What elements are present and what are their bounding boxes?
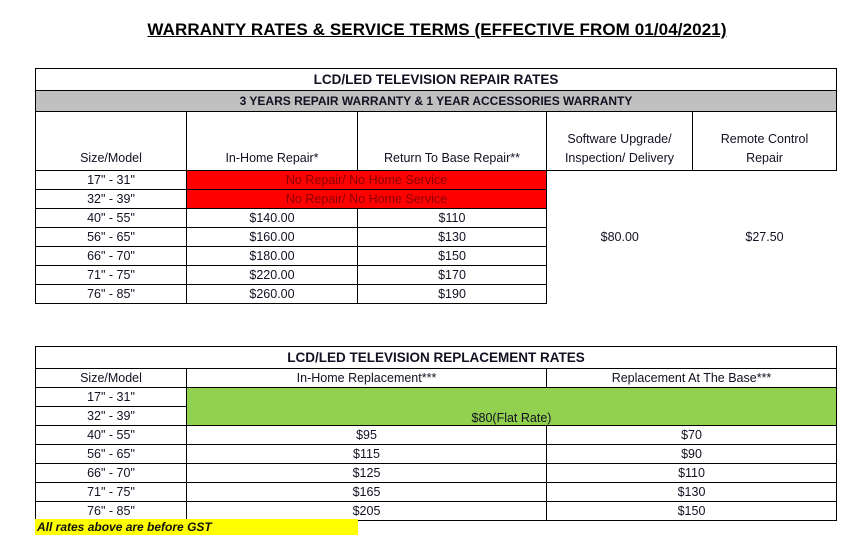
flat-rate-cell: $80(Flat Rate) <box>185 387 838 426</box>
table-row: 71" - 75" $220.00 $170 <box>35 265 837 285</box>
header-in-home-repair: In-Home Repair* <box>186 111 358 171</box>
return-base-price: $130 <box>357 227 547 247</box>
size-cell: 32" - 39" <box>35 189 187 209</box>
table-row: 17" - 31" $80(Flat Rate) <box>35 387 838 426</box>
in-home-repair-price: $180.00 <box>186 246 358 266</box>
at-base-replacement-price: $150 <box>545 501 838 521</box>
table-row: 17" - 31" No Repair/ No Home Service $80… <box>35 170 837 304</box>
table-row: 56" - 65" $115 $90 <box>35 444 838 464</box>
table-row: 66" - 70" $180.00 $150 <box>35 246 837 266</box>
size-cell: 66" - 70" <box>35 246 187 266</box>
in-home-repair-price: $160.00 <box>186 227 358 247</box>
header-software-upgrade: Software Upgrade/ Inspection/ Delivery <box>546 111 693 171</box>
repair-rates-table: LCD/LED TELEVISION REPAIR RATES 3 YEARS … <box>35 68 837 304</box>
header-software-line2: Inspection/ Delivery <box>564 151 675 165</box>
in-home-replacement-price: $115 <box>186 444 547 464</box>
at-base-replacement-price: $130 <box>545 482 838 502</box>
no-service-cell: No Repair/ No Home Service <box>186 170 547 190</box>
return-base-price: $170 <box>357 265 547 285</box>
size-cell: 76" - 85" <box>35 501 187 521</box>
size-cell: 17" - 31" <box>35 387 187 407</box>
size-cell: 76" - 85" <box>35 284 187 304</box>
at-base-replacement-price: $90 <box>545 444 838 464</box>
in-home-replacement-price: $205 <box>186 501 547 521</box>
return-base-price: $110 <box>357 208 547 228</box>
header-return-to-base: Return To Base Repair** <box>357 111 547 171</box>
size-cell: 71" - 75" <box>35 482 187 502</box>
table-row: 40" - 55" $140.00 $110 <box>35 208 837 228</box>
size-cell: 40" - 55" <box>35 208 187 228</box>
size-cell: 71" - 75" <box>35 265 187 285</box>
table-row: 66" - 70" $125 $110 <box>35 463 838 483</box>
size-cell: 40" - 55" <box>35 425 187 445</box>
header-replacement-at-base: Replacement At The Base*** <box>545 368 838 388</box>
table-row: 76" - 85" $205 $150 <box>35 501 838 521</box>
table-row: 32" - 39" No Repair/ No Home Service <box>35 189 837 209</box>
header-size-model: Size/Model <box>35 368 187 388</box>
header-remote-control: Remote Control Repair <box>692 111 837 171</box>
in-home-repair-price: $260.00 <box>186 284 358 304</box>
size-cell: 56" - 65" <box>35 444 187 464</box>
in-home-replacement-price: $95 <box>186 425 547 445</box>
repair-table-subtitle: 3 YEARS REPAIR WARRANTY & 1 YEAR ACCESSO… <box>35 90 837 112</box>
header-remote-line1: Remote Control <box>720 132 809 146</box>
return-base-price: $150 <box>357 246 547 266</box>
return-base-price: $190 <box>357 284 547 304</box>
in-home-replacement-price: $165 <box>186 482 547 502</box>
header-remote-line2: Repair <box>746 151 783 165</box>
header-in-home-replacement: In-Home Replacement*** <box>186 368 547 388</box>
at-base-replacement-price: $110 <box>545 463 838 483</box>
remote-control-rate: $27.50 <box>745 230 784 245</box>
in-home-repair-price: $140.00 <box>186 208 358 228</box>
table-row: 40" - 55" $95 $70 <box>35 425 838 445</box>
repair-table-title: LCD/LED TELEVISION REPAIR RATES <box>35 68 837 91</box>
size-cell: 66" - 70" <box>35 463 187 483</box>
software-upgrade-rate: $80.00 <box>546 170 693 304</box>
table-row: 71" - 75" $165 $130 <box>35 482 838 502</box>
replacement-rates-table: LCD/LED TELEVISION REPLACEMENT RATES Siz… <box>34 346 838 521</box>
header-software-line1: Software Upgrade/ <box>567 132 672 146</box>
at-base-replacement-price: $70 <box>545 425 838 445</box>
header-size-model: Size/Model <box>35 111 187 171</box>
gst-footnote: All rates above are before GST <box>35 519 358 535</box>
in-home-repair-price: $220.00 <box>186 265 358 285</box>
replacement-table-title: LCD/LED TELEVISION REPLACEMENT RATES <box>34 346 838 369</box>
no-service-cell: No Repair/ No Home Service <box>186 189 547 209</box>
page-title: WARRANTY RATES & SERVICE TERMS (EFFECTIV… <box>147 20 727 39</box>
size-cell: 56" - 65" <box>35 227 187 247</box>
size-cell: 17" - 31" <box>35 170 187 190</box>
in-home-replacement-price: $125 <box>186 463 547 483</box>
size-cell: 32" - 39" <box>35 406 187 426</box>
table-row: 76" - 85" $260.00 $190 <box>35 284 837 304</box>
